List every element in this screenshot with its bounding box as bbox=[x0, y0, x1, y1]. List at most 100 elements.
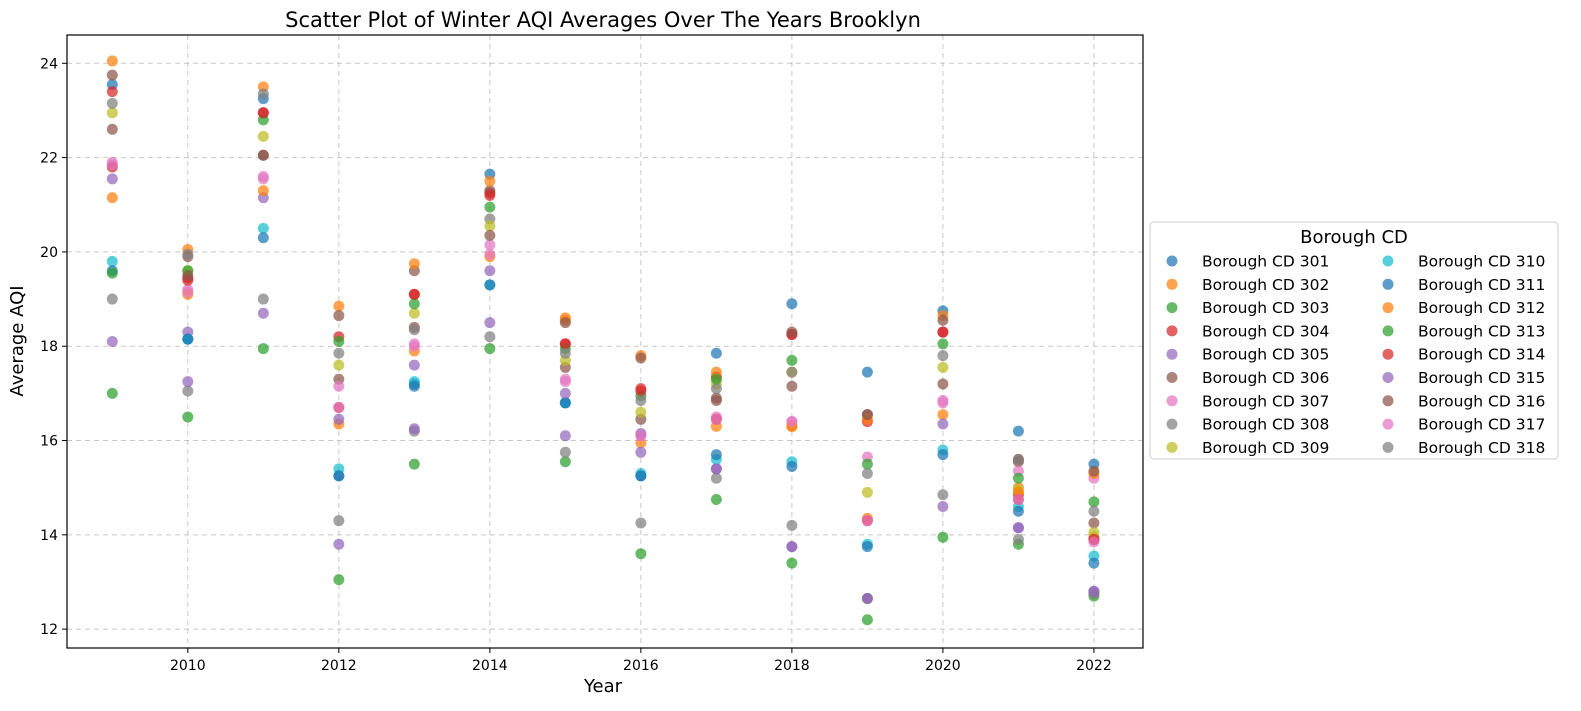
data-point bbox=[786, 460, 798, 472]
data-point bbox=[257, 307, 269, 319]
legend-label: Borough CD 310 bbox=[1418, 253, 1545, 271]
legend-item: Borough CD 318 bbox=[1382, 439, 1545, 457]
data-point bbox=[408, 423, 420, 435]
legend-marker bbox=[1382, 348, 1394, 360]
data-point bbox=[710, 383, 722, 395]
data-point bbox=[333, 347, 345, 359]
legend-label: Borough CD 304 bbox=[1202, 322, 1329, 340]
data-point bbox=[1088, 557, 1100, 569]
data-point bbox=[484, 201, 496, 213]
series-borough-cd-303 bbox=[106, 343, 1100, 626]
data-point bbox=[937, 326, 949, 338]
legend-marker bbox=[1166, 302, 1178, 314]
data-point bbox=[635, 385, 647, 397]
data-point bbox=[786, 416, 798, 428]
data-point bbox=[484, 220, 496, 232]
data-point bbox=[106, 97, 118, 109]
series-borough-cd-304 bbox=[106, 86, 1100, 546]
data-point bbox=[333, 359, 345, 371]
legend-label: Borough CD 314 bbox=[1418, 346, 1545, 364]
data-point bbox=[559, 373, 571, 385]
legend-marker bbox=[1382, 325, 1394, 337]
data-point bbox=[257, 107, 269, 119]
data-point bbox=[861, 468, 873, 480]
x-axis-ticks: 2010 2012 2014 2016 2018 2020 2022 bbox=[170, 648, 1112, 674]
data-point bbox=[408, 380, 420, 392]
legend-frame bbox=[1149, 221, 1559, 460]
data-point bbox=[333, 300, 345, 312]
x-axis-title: Year bbox=[583, 676, 623, 697]
legend-marker bbox=[1382, 372, 1394, 383]
legend-marker bbox=[1166, 441, 1178, 453]
data-point bbox=[937, 350, 949, 362]
data-point bbox=[1012, 453, 1024, 465]
data-point bbox=[408, 298, 420, 310]
data-point bbox=[861, 458, 873, 470]
data-point bbox=[1088, 536, 1100, 548]
data-point bbox=[257, 232, 269, 244]
legend-marker bbox=[1166, 418, 1178, 430]
y-tick-label: 18 bbox=[40, 339, 58, 355]
data-point bbox=[937, 489, 949, 501]
data-point bbox=[635, 352, 647, 364]
data-point bbox=[635, 548, 647, 560]
data-point bbox=[1088, 496, 1100, 508]
legend-item: Borough CD 314 bbox=[1382, 346, 1545, 364]
data-point bbox=[484, 317, 496, 329]
data-point bbox=[106, 255, 118, 267]
legend-item: Borough CD 316 bbox=[1382, 392, 1545, 410]
series-borough-cd-301 bbox=[106, 79, 1100, 482]
data-point bbox=[786, 326, 798, 338]
data-point bbox=[786, 354, 798, 366]
data-point bbox=[333, 336, 345, 347]
data-point bbox=[710, 373, 722, 385]
legend-marker bbox=[1382, 278, 1394, 290]
legend-marker bbox=[1382, 418, 1394, 430]
legend-label: Borough CD 318 bbox=[1418, 439, 1545, 457]
data-point bbox=[106, 55, 118, 67]
series-borough-cd-316 bbox=[106, 69, 1100, 477]
legend-item: Borough CD 306 bbox=[1166, 369, 1329, 387]
data-point bbox=[106, 267, 118, 279]
data-point bbox=[333, 470, 345, 482]
chart-title: Scatter Plot of Winter AQI Averages Over… bbox=[285, 8, 921, 32]
x-tick-label: 2022 bbox=[1076, 658, 1112, 674]
data-point bbox=[710, 463, 722, 475]
legend-marker bbox=[1166, 348, 1178, 360]
series-borough-cd-313 bbox=[106, 114, 1100, 508]
legend-label: Borough CD 313 bbox=[1418, 322, 1545, 340]
data-point bbox=[106, 123, 118, 135]
legend-item: Borough CD 308 bbox=[1166, 416, 1329, 434]
legend-item: Borough CD 304 bbox=[1166, 322, 1329, 340]
data-point bbox=[861, 366, 873, 378]
data-point bbox=[106, 86, 118, 98]
legend-label: Borough CD 307 bbox=[1202, 392, 1329, 410]
plot-area-frame bbox=[66, 34, 1144, 649]
data-point bbox=[1012, 425, 1024, 437]
data-point bbox=[182, 248, 194, 260]
data-point bbox=[710, 394, 722, 406]
data-point bbox=[408, 258, 420, 270]
data-point bbox=[861, 486, 873, 498]
y-tick-label: 14 bbox=[40, 528, 58, 544]
data-point bbox=[786, 366, 798, 378]
data-point bbox=[710, 449, 722, 461]
data-point bbox=[937, 449, 949, 461]
x-tick-label: 2018 bbox=[774, 658, 810, 674]
data-point bbox=[106, 336, 118, 347]
data-point bbox=[408, 288, 420, 300]
data-point bbox=[786, 541, 798, 553]
y-tick-label: 22 bbox=[40, 151, 58, 167]
series-borough-cd-306 bbox=[106, 123, 1100, 529]
data-point bbox=[937, 531, 949, 543]
x-tick-label: 2014 bbox=[472, 658, 508, 674]
data-point bbox=[861, 409, 873, 421]
data-point bbox=[1088, 465, 1100, 477]
series-borough-cd-305 bbox=[106, 192, 1100, 604]
data-point bbox=[710, 493, 722, 505]
legend-label: Borough CD 311 bbox=[1418, 276, 1545, 294]
data-point bbox=[937, 378, 949, 390]
x-tick-label: 2016 bbox=[623, 658, 659, 674]
data-point bbox=[333, 538, 345, 550]
